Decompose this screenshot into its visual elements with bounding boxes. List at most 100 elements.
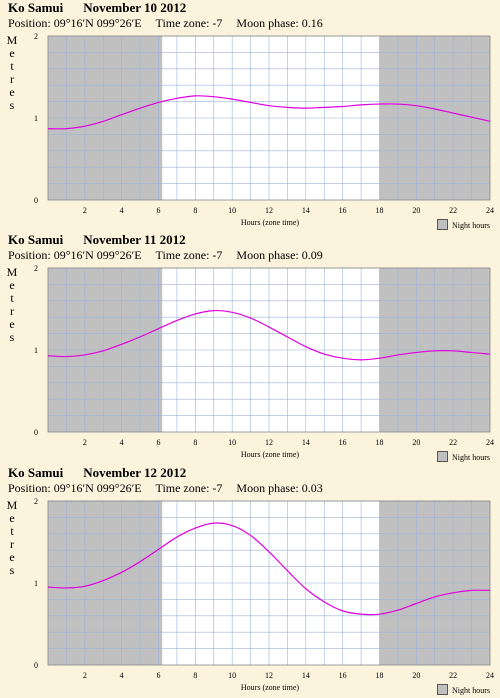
moon-value: 0.16 (301, 16, 323, 30)
y-axis-label-letter: s (9, 330, 15, 344)
y-tick-label: 2 (34, 32, 38, 41)
position-label: Position: (8, 16, 51, 30)
moon-info: Moon phase: 0.03 (236, 481, 322, 495)
x-tick-label: 16 (339, 206, 347, 215)
x-tick-label: 14 (302, 206, 310, 215)
x-tick-label: 12 (265, 206, 273, 215)
x-axis-label: Hours (zone time) (240, 218, 300, 227)
position-info: Position: 09°16′N 099°26′E (8, 16, 142, 30)
moon-label: Moon phase: (236, 248, 299, 262)
x-tick-label: 22 (449, 438, 457, 447)
x-tick-label: 12 (265, 438, 273, 447)
x-tick-label: 14 (302, 438, 310, 447)
x-tick-label: 2 (83, 671, 87, 680)
y-axis-label-letter: t (10, 524, 14, 538)
moon-info: Moon phase: 0.16 (236, 16, 322, 30)
x-tick-label: 24 (486, 671, 494, 680)
y-axis-label-letter: s (9, 98, 15, 112)
tide-panel: 2 4 6 8 10 12 14 16 18 20 22 24 0 1 2 Ko Samui November… (0, 232, 500, 464)
y-axis-label-letter: r (10, 304, 14, 318)
x-tick-label: 2 (83, 206, 87, 215)
x-tick-label: 18 (376, 438, 384, 447)
x-tick-label: 4 (120, 438, 124, 447)
timezone-value: -7 (212, 481, 223, 495)
position-info: Position: 09°16′N 099°26′E (8, 481, 142, 495)
timezone-info: Time zone: -7 (156, 16, 223, 30)
position-value: 09°16′N 099°26′E (53, 248, 142, 262)
y-axis-label-letter: e (9, 511, 15, 525)
plot-frame (47, 500, 491, 666)
night-hours-legend: Night hours (437, 684, 490, 695)
x-tick-label: 10 (228, 671, 236, 680)
timezone-label: Time zone: (155, 16, 210, 30)
timezone-info: Time zone: -7 (156, 481, 223, 495)
x-tick-label: 12 (265, 671, 273, 680)
chart-date: November 12 2012 (83, 465, 187, 480)
y-tick-label: 2 (34, 497, 38, 506)
x-axis-label: Hours (zone time) (240, 450, 300, 459)
timezone-info: Time zone: -7 (156, 248, 223, 262)
x-tick-label: 8 (193, 206, 197, 215)
y-axis-label-letter: r (10, 72, 14, 86)
y-axis-label-letter: e (9, 85, 15, 99)
legend-label: Night hours (452, 221, 490, 230)
y-axis-label-letter: s (9, 563, 15, 577)
y-tick-label: 1 (34, 346, 38, 355)
y-axis-label-letter: M (6, 498, 18, 512)
chart-title: Ko Samui November 11 2012 (8, 232, 186, 248)
y-axis-label-letter: M (6, 265, 18, 279)
x-tick-label: 20 (412, 206, 420, 215)
tide-panel: 2 4 6 8 10 12 14 16 18 20 22 24 0 1 2 Ko Samui November… (0, 0, 500, 232)
y-tick-label: 1 (34, 579, 38, 588)
night-swatch-icon (437, 451, 448, 462)
moon-value: 0.03 (301, 481, 323, 495)
position-label: Position: (8, 481, 51, 495)
moon-label: Moon phase: (236, 16, 299, 30)
y-axis-label-letter: e (9, 278, 15, 292)
x-tick-label: 18 (376, 206, 384, 215)
x-tick-label: 10 (228, 206, 236, 215)
location-name: Ko Samui (8, 465, 64, 480)
y-axis-label-letter: e (9, 317, 15, 331)
moon-value: 0.09 (301, 248, 323, 262)
x-tick-label: 6 (157, 438, 161, 447)
x-tick-label: 18 (376, 671, 384, 680)
x-tick-label: 2 (83, 438, 87, 447)
timezone-value: -7 (212, 16, 223, 30)
chart-title: Ko Samui November 10 2012 (8, 0, 186, 16)
chart-title: Ko Samui November 12 2012 (8, 465, 186, 481)
moon-label: Moon phase: (236, 481, 299, 495)
tide-curve (47, 309, 491, 361)
x-tick-label: 20 (412, 438, 420, 447)
y-axis-label-letter: r (10, 537, 14, 551)
x-tick-label: 20 (412, 671, 420, 680)
y-axis-label-letter: e (9, 550, 15, 564)
x-tick-label: 22 (449, 206, 457, 215)
y-axis-label-letter: t (10, 59, 14, 73)
x-tick-label: 10 (228, 438, 236, 447)
plot-frame (47, 267, 491, 433)
x-axis-label: Hours (zone time) (240, 683, 300, 692)
y-axis-label-letter: t (10, 291, 14, 305)
moon-info: Moon phase: 0.09 (236, 248, 322, 262)
x-tick-label: 16 (339, 671, 347, 680)
y-tick-label: 1 (34, 114, 38, 123)
x-tick-label: 8 (193, 671, 197, 680)
chart-meta: Position: 09°16′N 099°26′E Time zone: -7 M… (8, 481, 337, 496)
location-name: Ko Samui (8, 0, 64, 15)
legend-label: Night hours (452, 686, 490, 695)
night-hours-legend: Night hours (437, 219, 490, 230)
y-tick-label: 0 (34, 661, 38, 670)
tide-curve (47, 95, 491, 130)
y-axis-label-letter: M (6, 33, 18, 47)
position-value: 09°16′N 099°26′E (53, 481, 142, 495)
x-tick-label: 4 (120, 206, 124, 215)
x-tick-label: 6 (157, 206, 161, 215)
x-tick-label: 8 (193, 438, 197, 447)
location-name: Ko Samui (8, 232, 64, 247)
y-axis-label-letter: e (9, 46, 15, 60)
